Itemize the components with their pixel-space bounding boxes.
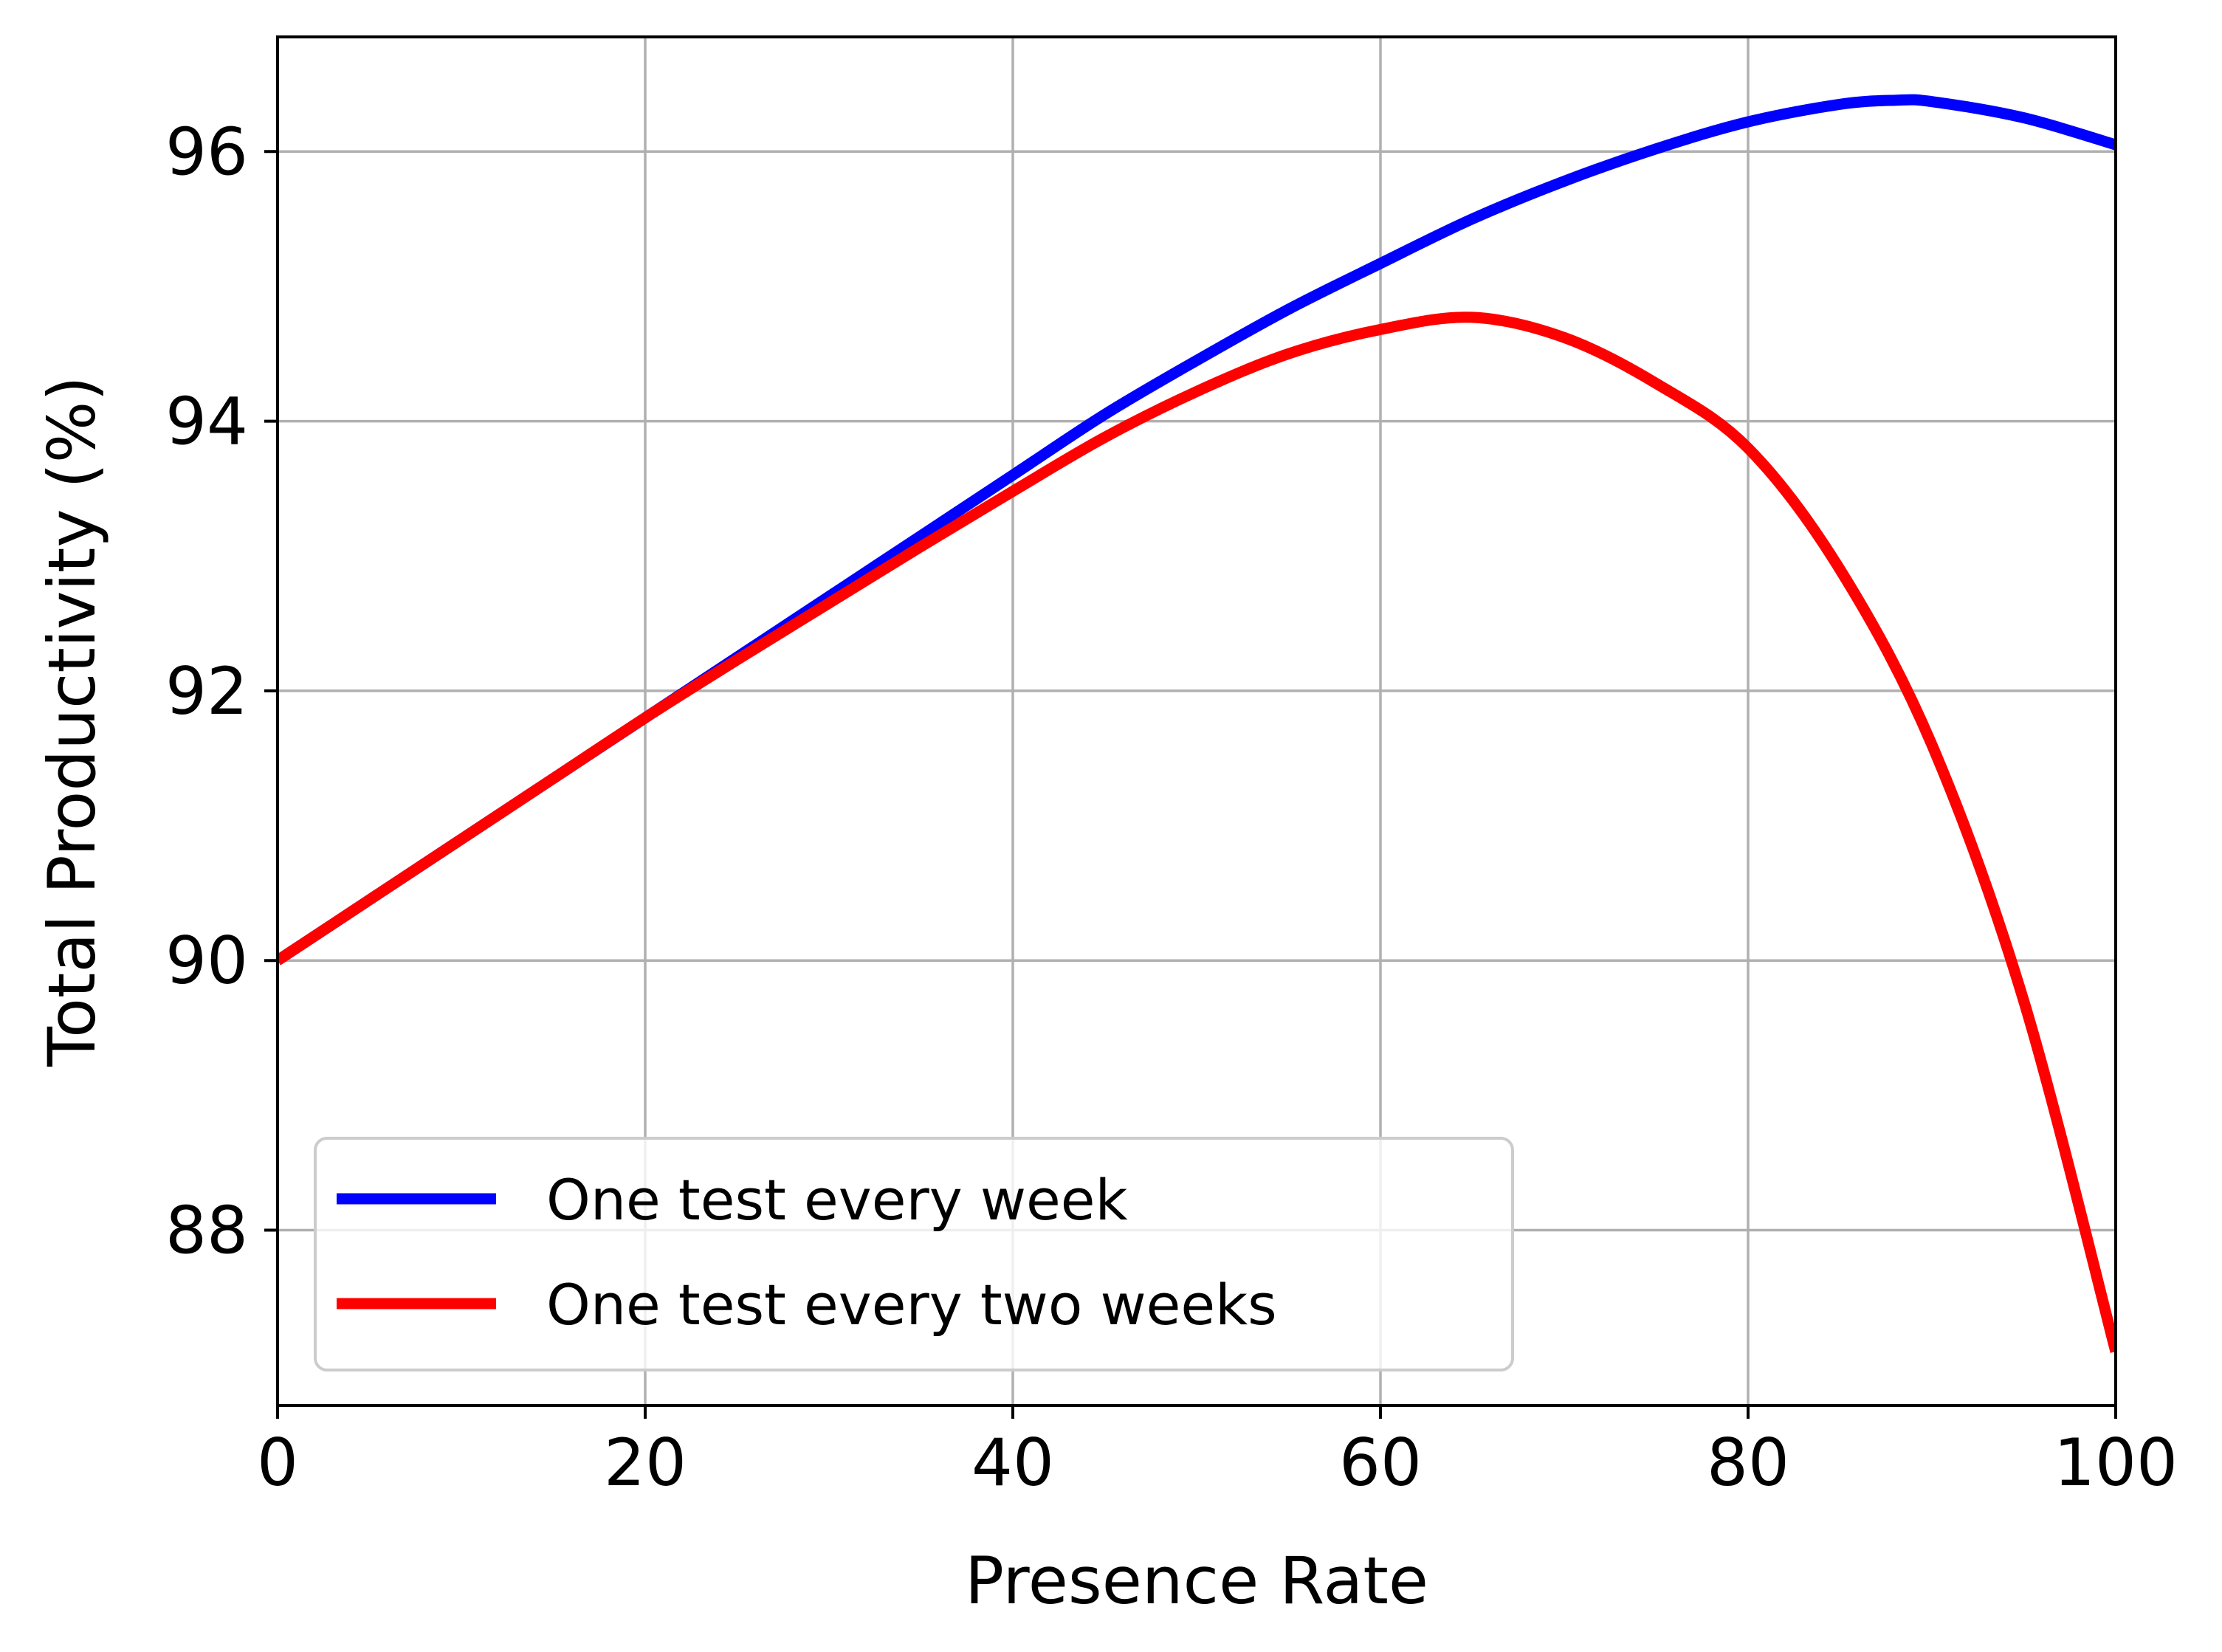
legend-label-biweekly: One test every two weeks (546, 1272, 1277, 1338)
x-tick-label: 60 (1339, 1425, 1422, 1501)
y-tick-label: 94 (165, 384, 248, 460)
axis-ticks: 0 20 40 60 80 100 88 90 92 94 96 (165, 114, 2178, 1501)
y-tick-label: 96 (165, 114, 248, 190)
y-tick-label: 88 (165, 1193, 248, 1269)
x-tick-label: 80 (1707, 1425, 1789, 1501)
x-tick-label: 100 (2054, 1425, 2178, 1501)
series-lines (278, 94, 2116, 1353)
x-axis-label: Presence Rate (965, 1543, 1428, 1619)
legend-frame (314, 1137, 1514, 1371)
x-tick-label: 20 (604, 1425, 687, 1501)
x-tick-label: 0 (257, 1425, 298, 1501)
plot-frame (276, 35, 2117, 1407)
legend: One test every week One test every two w… (314, 1137, 1514, 1371)
x-tick-label: 40 (971, 1425, 1054, 1501)
y-tick-label: 92 (165, 653, 248, 729)
legend-label-weekly: One test every week (546, 1167, 1128, 1233)
y-axis-label: Total Productivity (%) (34, 376, 110, 1067)
series-line-biweekly (278, 312, 2116, 1353)
y-tick-label: 90 (165, 923, 248, 999)
